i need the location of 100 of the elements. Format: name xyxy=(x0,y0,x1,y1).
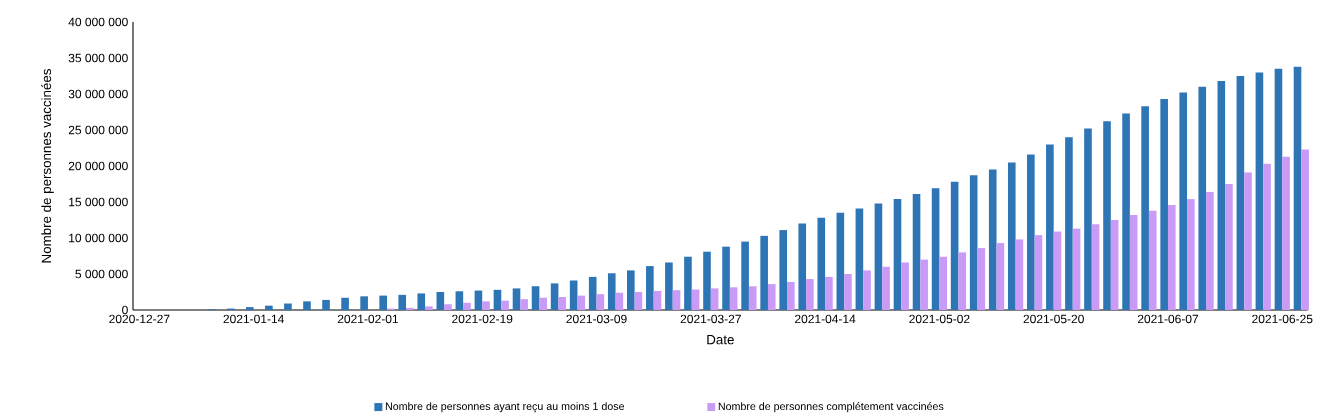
bar xyxy=(920,259,928,310)
bar xyxy=(893,199,902,310)
bar xyxy=(398,294,407,310)
bar xyxy=(912,194,921,310)
bar xyxy=(958,252,967,310)
bar xyxy=(615,292,624,310)
bar xyxy=(1103,121,1111,310)
bar xyxy=(1160,99,1168,310)
bar xyxy=(360,296,368,310)
bar xyxy=(844,274,852,310)
bar xyxy=(882,266,890,310)
x-tick-label: 2021-05-20 xyxy=(1023,314,1084,324)
bar xyxy=(1244,172,1252,310)
bar xyxy=(425,306,433,310)
bar xyxy=(558,297,567,310)
bar xyxy=(977,248,986,310)
bar xyxy=(265,305,273,310)
bar xyxy=(607,273,616,310)
y-axis-title: Nombre de personnes vaccinées xyxy=(41,69,54,263)
bar xyxy=(482,301,490,310)
legend-label: Nombre de personnes ayant reçu au moins 1 dose xyxy=(385,402,625,413)
x-tick-label: 2020-12-27 xyxy=(109,314,170,324)
bar xyxy=(950,181,959,310)
bar xyxy=(520,299,528,310)
bar xyxy=(710,288,719,310)
bar xyxy=(817,217,826,310)
bar xyxy=(1293,66,1302,310)
bar xyxy=(1255,72,1264,310)
bar xyxy=(931,188,940,310)
y-tick-label: 25 000 000 xyxy=(68,125,128,135)
bar xyxy=(246,307,254,310)
bar xyxy=(969,175,978,310)
bar xyxy=(767,284,776,310)
bar xyxy=(474,290,483,310)
bar xyxy=(901,262,909,310)
bar xyxy=(303,301,311,310)
x-tick-label: 2021-02-01 xyxy=(337,314,399,324)
y-tick-label: 10 000 000 xyxy=(69,233,128,243)
bar xyxy=(741,241,749,310)
x-tick-label: 2021-01-14 xyxy=(223,314,284,324)
bar xyxy=(596,294,605,310)
bar xyxy=(836,212,845,310)
y-tick-label: 35 000 000 xyxy=(68,53,128,63)
bar xyxy=(855,208,864,310)
bar xyxy=(646,266,654,310)
bar xyxy=(463,302,471,310)
bar xyxy=(1206,191,1214,310)
bar xyxy=(531,286,540,310)
bar xyxy=(1217,81,1226,310)
bar xyxy=(436,292,445,310)
y-tick-label: 5 000 000 xyxy=(75,269,128,279)
bar xyxy=(722,246,730,310)
bar xyxy=(703,251,711,310)
bar xyxy=(455,291,464,310)
bar xyxy=(863,270,871,310)
bar xyxy=(493,289,502,310)
x-tick-label: 2021-05-02 xyxy=(909,314,970,324)
bar xyxy=(748,286,757,310)
bar xyxy=(1301,149,1309,310)
bar xyxy=(1065,137,1073,310)
y-tick-label: 40 000 000 xyxy=(68,17,128,27)
bar xyxy=(798,223,807,310)
bar xyxy=(1187,199,1195,310)
bar xyxy=(787,281,795,310)
bar xyxy=(577,295,586,310)
bar xyxy=(1148,210,1157,310)
bar xyxy=(1091,224,1100,310)
bar xyxy=(1179,92,1188,310)
bar xyxy=(406,307,414,310)
x-tick-label: 2021-02-19 xyxy=(452,314,513,324)
y-tick-label: 30 000 000 xyxy=(68,89,128,99)
bar xyxy=(284,303,292,310)
bar xyxy=(444,304,452,310)
x-tick-label: 2021-06-25 xyxy=(1252,314,1313,324)
bar xyxy=(627,270,635,310)
bar xyxy=(729,287,738,310)
bar xyxy=(1027,154,1035,310)
bar xyxy=(501,300,509,310)
bar xyxy=(653,290,662,310)
y-tick-label: 0 xyxy=(122,305,128,315)
y-tick-label: 15 000 000 xyxy=(69,197,128,207)
bar xyxy=(939,256,948,310)
bar xyxy=(1034,235,1043,310)
bar xyxy=(1015,239,1024,310)
bar xyxy=(691,289,700,310)
bar xyxy=(996,243,1005,310)
bar xyxy=(569,280,578,310)
x-axis-title: Date xyxy=(707,335,734,345)
x-tick-label: 2021-03-09 xyxy=(566,314,627,324)
bar xyxy=(341,297,349,310)
bar xyxy=(1274,68,1283,310)
bar xyxy=(1282,156,1290,310)
x-tick-label: 2021-04-14 xyxy=(795,314,856,324)
bar xyxy=(1072,228,1081,310)
bar xyxy=(550,283,559,310)
bar xyxy=(825,276,833,310)
bar xyxy=(1129,214,1138,310)
bar xyxy=(760,235,768,310)
bar xyxy=(1236,76,1245,310)
legend-label: Nombre de personnes complétement vaccinées xyxy=(718,402,944,413)
